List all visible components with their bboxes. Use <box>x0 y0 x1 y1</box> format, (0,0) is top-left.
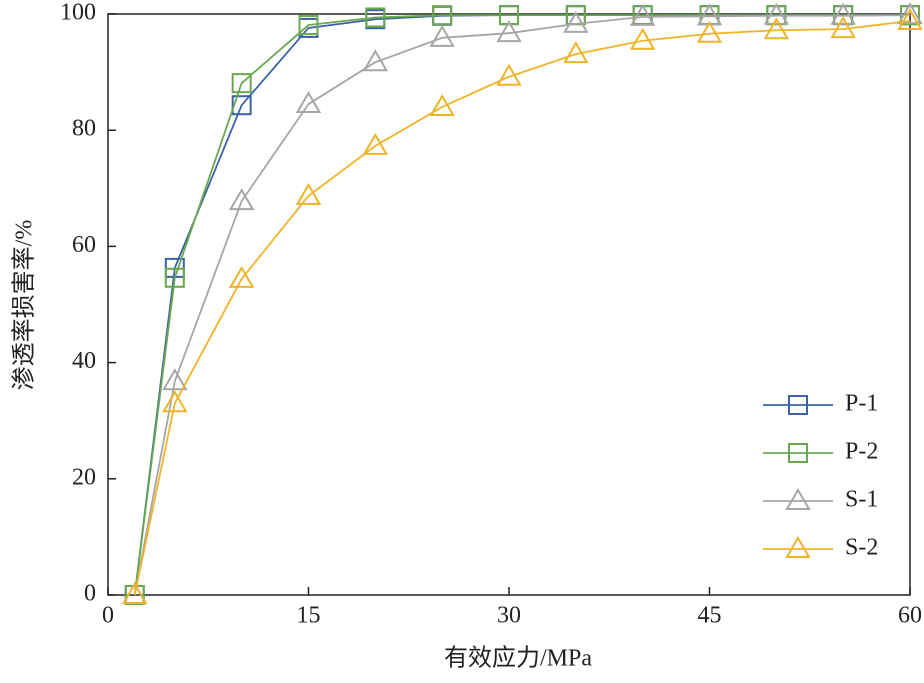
y-tick-label: 80 <box>72 116 96 142</box>
legend-label: P-2 <box>845 439 878 465</box>
marker <box>897 7 923 30</box>
legend-label: S-1 <box>845 487 878 513</box>
y-tick-label: 20 <box>72 464 96 490</box>
marker <box>763 2 790 25</box>
marker <box>429 24 455 47</box>
marker <box>629 27 656 50</box>
legend-label: S-2 <box>845 535 878 561</box>
marker <box>432 5 453 26</box>
marker <box>629 3 656 26</box>
x-tick-label: 0 <box>102 603 114 629</box>
marker <box>785 488 811 510</box>
marker <box>897 2 923 25</box>
y-tick-label: 60 <box>72 232 96 258</box>
marker <box>365 7 386 28</box>
marker <box>121 582 148 604</box>
x-tick-label: 45 <box>698 603 722 629</box>
marker <box>164 267 185 288</box>
y-axis-label: 渗透率损害率/% <box>11 220 38 391</box>
series-line <box>133 20 911 596</box>
marker <box>563 41 589 64</box>
marker <box>228 188 255 211</box>
marker <box>830 16 856 39</box>
marker <box>788 395 808 415</box>
marker <box>162 368 188 391</box>
marker <box>785 536 811 558</box>
marker <box>763 17 790 40</box>
marker <box>563 10 589 33</box>
y-tick-label: 0 <box>84 581 96 607</box>
marker <box>429 93 455 116</box>
marker <box>295 91 322 114</box>
marker <box>298 15 319 36</box>
marker <box>696 20 723 43</box>
marker <box>162 390 188 413</box>
marker <box>228 265 255 288</box>
marker <box>496 20 522 43</box>
series-line <box>133 14 911 596</box>
x-tick-label: 30 <box>497 603 521 629</box>
marker <box>231 73 252 94</box>
marker <box>231 95 252 116</box>
marker <box>788 443 808 463</box>
marker <box>362 132 389 155</box>
marker <box>830 2 856 25</box>
marker <box>496 63 522 86</box>
x-tick-label: 15 <box>297 603 321 629</box>
legend-label: P-1 <box>845 391 878 417</box>
y-tick-label: 40 <box>72 348 96 374</box>
y-tick-label: 100 <box>60 0 96 26</box>
marker <box>295 182 322 205</box>
x-axis-label: 有效应力/MPa <box>444 645 592 672</box>
marker <box>362 49 389 72</box>
x-tick-label: 60 <box>898 603 922 629</box>
